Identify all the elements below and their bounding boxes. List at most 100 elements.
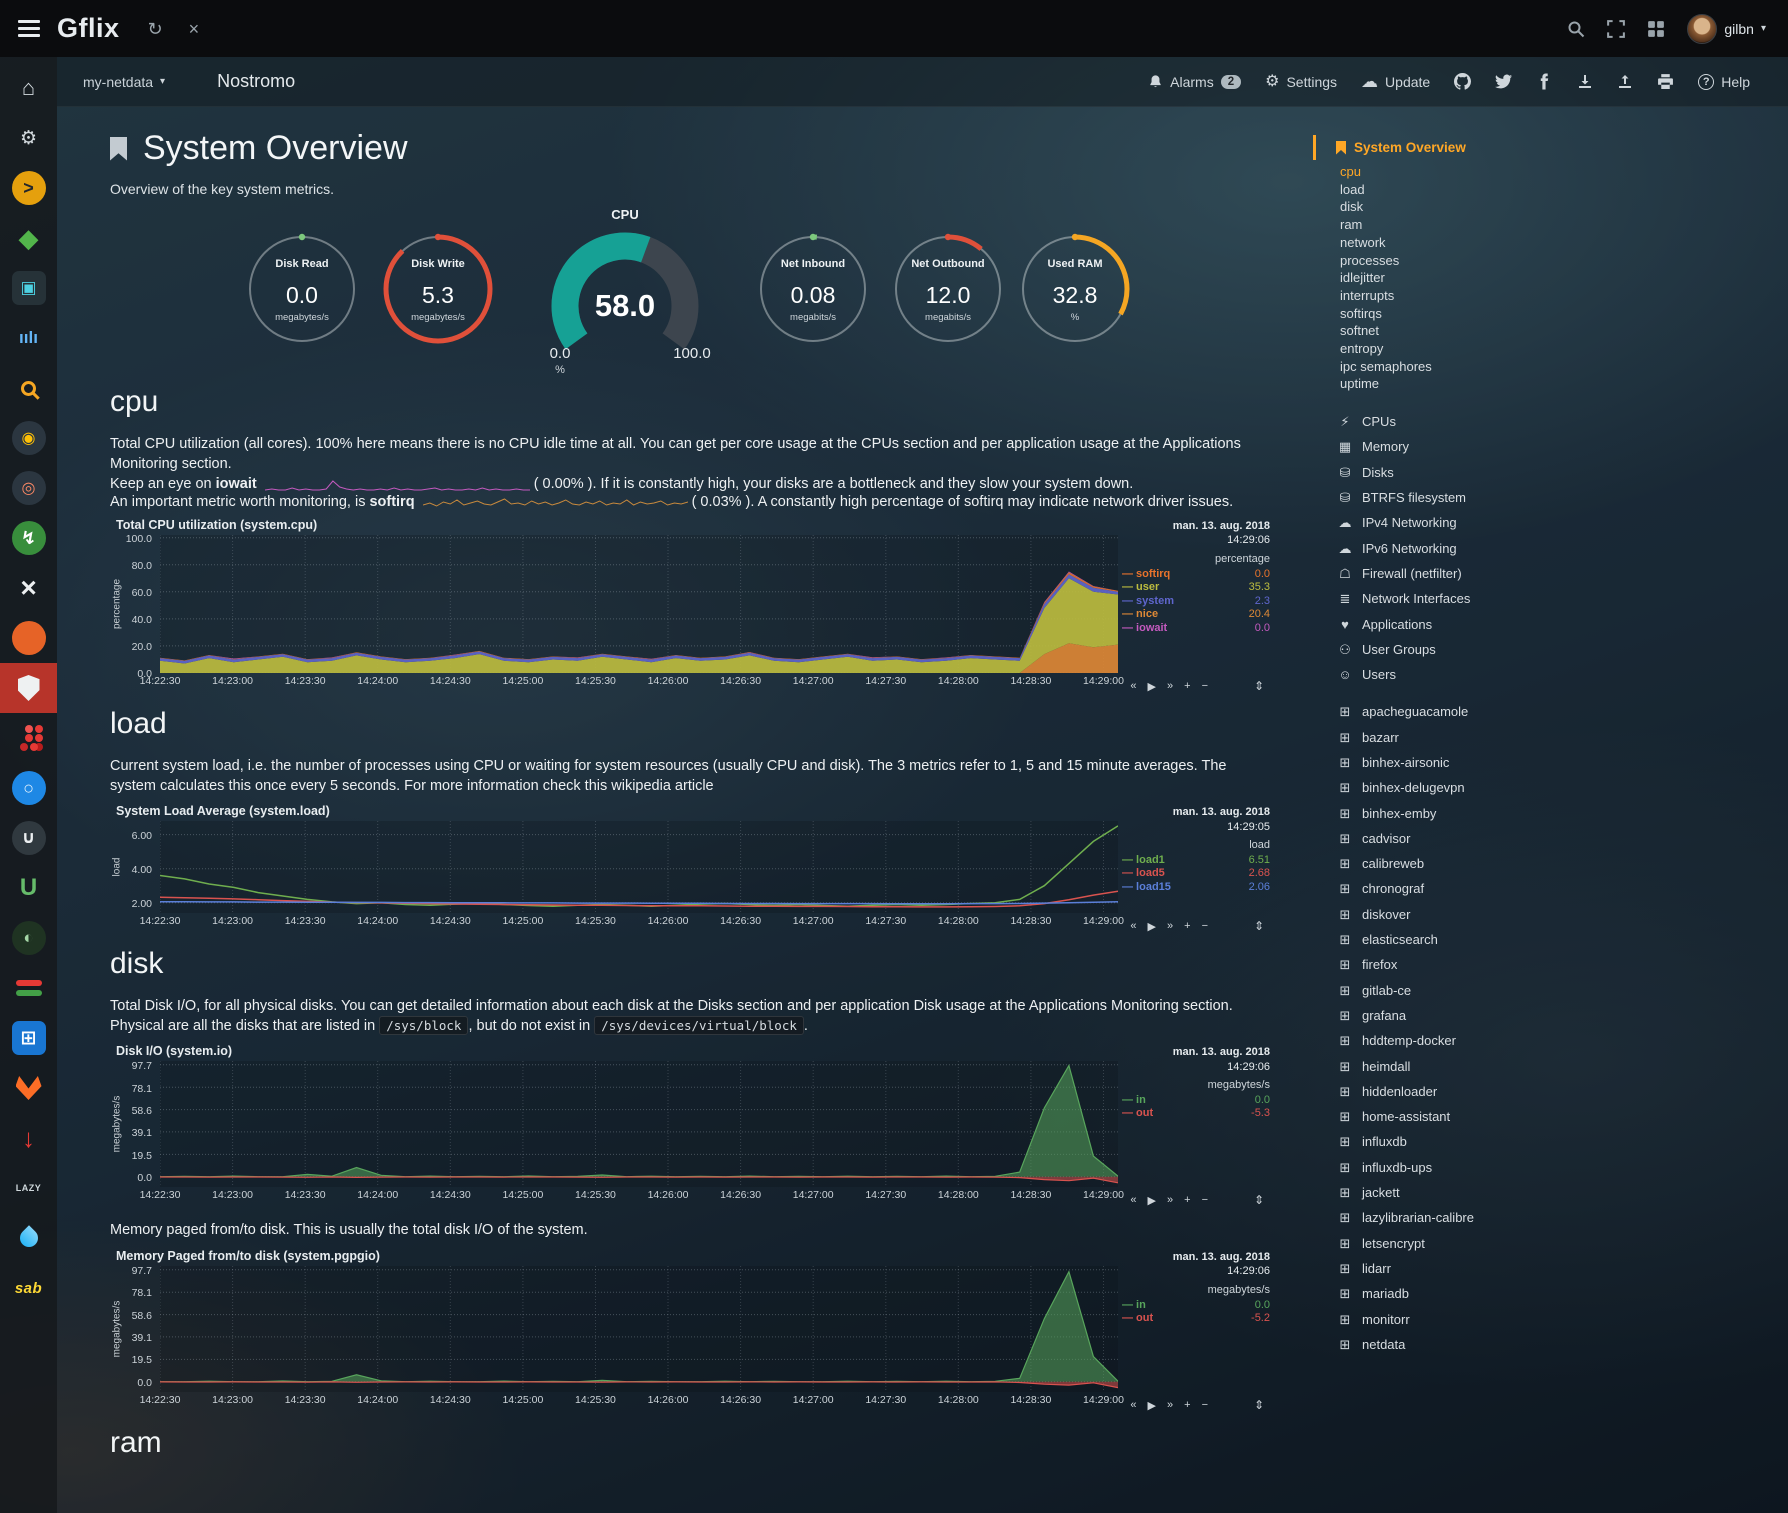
pan-left-button[interactable]: «	[1130, 1398, 1137, 1411]
sidebar-app-heimdall[interactable]: ⊞ heimdall	[1313, 1054, 1788, 1079]
play-button[interactable]: ▶	[1147, 1195, 1156, 1208]
sidebar-subitem-idlejitter[interactable]: idlejitter	[1340, 270, 1385, 286]
search-icon[interactable]	[1567, 20, 1585, 38]
resize-handle[interactable]: ⇕	[1253, 679, 1264, 694]
sidebar-app-diskover[interactable]: ⊞ diskover	[1313, 902, 1788, 927]
sidebar-app-bazarr[interactable]: ⊞ bazarr	[1313, 725, 1788, 750]
sidebar-app-app-orange-circle[interactable]	[0, 613, 57, 663]
sidebar-app-binhex-airsonic[interactable]: ⊞ binhex-airsonic	[1313, 750, 1788, 775]
legend-item-iowait[interactable]: — iowait 0.0	[1122, 622, 1270, 636]
resize-handle[interactable]: ⇕	[1253, 1397, 1264, 1412]
legend-item-out[interactable]: — out -5.2	[1122, 1312, 1270, 1326]
legend-item-out[interactable]: — out -5.3	[1122, 1107, 1270, 1121]
sidebar-app-app-shield[interactable]	[0, 663, 57, 713]
sidebar-section-memory[interactable]: ▦ Memory	[1313, 434, 1788, 459]
sidebar-app-home[interactable]: ⌂	[0, 63, 57, 113]
zoom-out-button[interactable]: −	[1201, 1194, 1208, 1207]
sidebar-app-elasticsearch[interactable]: ⊞ elasticsearch	[1313, 927, 1788, 952]
sidebar-app-chronograf[interactable]: ⊞ chronograf	[1313, 876, 1788, 901]
print-icon[interactable]	[1657, 73, 1674, 90]
resize-handle[interactable]: ⇕	[1253, 919, 1264, 934]
sidebar-section-network-interfaces[interactable]: ≣ Network Interfaces	[1313, 586, 1788, 611]
sidebar-subitem-entropy[interactable]: entropy	[1340, 341, 1384, 357]
sidebar-app-netdata[interactable]: ⊞ netdata	[1313, 1332, 1788, 1357]
sidebar-app-app-monitor[interactable]: ▣	[0, 263, 57, 313]
zoom-in-button[interactable]: +	[1184, 680, 1191, 693]
sidebar-app-hiddenloader[interactable]: ⊞ hiddenloader	[1313, 1079, 1788, 1104]
sidebar-app-app-dark-ring[interactable]: ◎	[0, 463, 57, 513]
sidebar-section-user-groups[interactable]: ⚇ User Groups	[1313, 637, 1788, 662]
legend-item-in[interactable]: — in 0.0	[1122, 1299, 1270, 1313]
sidebar-section-cpus[interactable]: ⚡ CPUs	[1313, 409, 1788, 434]
github-icon[interactable]	[1454, 73, 1472, 90]
softirq-sparkline[interactable]	[422, 495, 688, 510]
hamburger-menu-icon[interactable]	[0, 20, 57, 37]
sidebar-section-applications[interactable]: ♥ Applications	[1313, 612, 1788, 637]
gauge-disk-write[interactable]: Disk Write 5.3 megabytes/s	[373, 227, 503, 354]
gauge-cpu[interactable]: CPU 58.0 0.0 100.0%	[520, 207, 730, 380]
zoom-out-button[interactable]: −	[1201, 680, 1208, 693]
sidebar-app-home-assistant[interactable]: ⊞ home-assistant	[1313, 1104, 1788, 1129]
sidebar-subitem-ipc-semaphores[interactable]: ipc semaphores	[1340, 358, 1432, 374]
sidebar-app-influxdb-ups[interactable]: ⊞ influxdb-ups	[1313, 1155, 1788, 1180]
sidebar-app-firefox[interactable]: ⊞ firefox	[1313, 952, 1788, 977]
sidebar-app-app-x[interactable]: ×	[0, 563, 57, 613]
legend-item-user[interactable]: — user 35.3	[1122, 581, 1270, 595]
hostname[interactable]: Nostromo	[217, 71, 296, 91]
pan-right-button[interactable]: »	[1167, 920, 1174, 933]
legend-item-load15[interactable]: — load15 2.06	[1122, 881, 1270, 895]
sidebar-subitem-load[interactable]: load	[1340, 181, 1365, 197]
alarms-button[interactable]: Alarms 2	[1148, 74, 1242, 90]
legend-item-load5[interactable]: — load5 2.68	[1122, 867, 1270, 881]
sidebar-app-influxdb[interactable]: ⊞ influxdb	[1313, 1129, 1788, 1154]
sidebar-section-ipv4-networking[interactable]: ☁ IPv4 Networking	[1313, 510, 1788, 535]
gauge-used-ram[interactable]: Used RAM 32.8%	[1010, 227, 1140, 354]
cpu-chart-plot[interactable]	[159, 535, 1118, 674]
disk-chart-plot[interactable]	[159, 1061, 1119, 1188]
close-icon[interactable]: ×	[188, 18, 200, 39]
sidebar-app-gitlab-ce[interactable]: ⊞ gitlab-ce	[1313, 978, 1788, 1003]
sidebar-app-lazylibrarian-calibre[interactable]: ⊞ lazylibrarian-calibre	[1313, 1205, 1788, 1230]
apps-grid-icon[interactable]	[1647, 20, 1665, 38]
sidebar-app-app-blue-ring[interactable]: ○	[0, 763, 57, 813]
pan-right-button[interactable]: »	[1167, 1398, 1174, 1411]
sidebar-subitem-softirqs[interactable]: softirqs	[1340, 305, 1382, 321]
twitter-icon[interactable]	[1495, 73, 1513, 90]
sidebar-app-app-green-diamond[interactable]: ◆	[0, 213, 57, 263]
sidebar-app-app-blue-window[interactable]: ⊞	[0, 1013, 57, 1063]
iowait-sparkline[interactable]	[264, 477, 530, 492]
sidebar-app-app-soundbars[interactable]: ıılı	[0, 313, 57, 363]
sidebar-section-users[interactable]: ☺ Users	[1313, 662, 1788, 687]
sidebar-subitem-uptime[interactable]: uptime	[1340, 376, 1380, 392]
legend-item-load1[interactable]: — load1 6.51	[1122, 854, 1270, 868]
play-button[interactable]: ▶	[1147, 1399, 1156, 1412]
sidebar-app-app-bars[interactable]	[0, 963, 57, 1013]
zoom-in-button[interactable]: +	[1184, 1398, 1191, 1411]
pan-left-button[interactable]: «	[1130, 920, 1137, 933]
pan-right-button[interactable]: »	[1167, 680, 1174, 693]
zoom-in-button[interactable]: +	[1184, 1194, 1191, 1207]
settings-button[interactable]: ⚙ Settings	[1265, 72, 1338, 90]
gauge-net-outbound[interactable]: Net Outbound 12.0 megabits/s	[883, 227, 1013, 354]
legend-item-softirq[interactable]: — softirq 0.0	[1122, 568, 1270, 582]
resize-handle[interactable]: ⇕	[1253, 1193, 1264, 1208]
pgpgio-chart-plot[interactable]	[159, 1265, 1119, 1392]
sidebar-app-app-sab[interactable]: sab	[0, 1263, 57, 1313]
sidebar-app-letsencrypt[interactable]: ⊞ letsencrypt	[1313, 1231, 1788, 1256]
play-button[interactable]: ▶	[1147, 681, 1156, 694]
sidebar-app-cadvisor[interactable]: ⊞ cadvisor	[1313, 826, 1788, 851]
sidebar-subitem-cpu[interactable]: cpu	[1340, 164, 1361, 179]
sidebar-subitem-disk[interactable]: disk	[1340, 199, 1364, 215]
pan-left-button[interactable]: «	[1130, 1194, 1137, 1207]
legend-item-in[interactable]: — in 0.0	[1122, 1094, 1270, 1108]
legend-item-nice[interactable]: — nice 20.4	[1122, 608, 1270, 622]
sidebar-subitem-ram[interactable]: ram	[1340, 217, 1363, 233]
sidebar-subitem-processes[interactable]: processes	[1340, 252, 1400, 268]
sidebar-section-ipv6-networking[interactable]: ☁ IPv6 Networking	[1313, 536, 1788, 561]
sidebar-app-app-green-u[interactable]: U	[0, 863, 57, 913]
play-button[interactable]: ▶	[1147, 921, 1156, 934]
sidebar-app-grafana[interactable]: ⊞ grafana	[1313, 1003, 1788, 1028]
sidebar-app-app-gitlab[interactable]	[0, 1063, 57, 1113]
sidebar-app-settings[interactable]: ⚙	[0, 113, 57, 163]
sidebar-app-monitorr[interactable]: ⊞ monitorr	[1313, 1307, 1788, 1332]
